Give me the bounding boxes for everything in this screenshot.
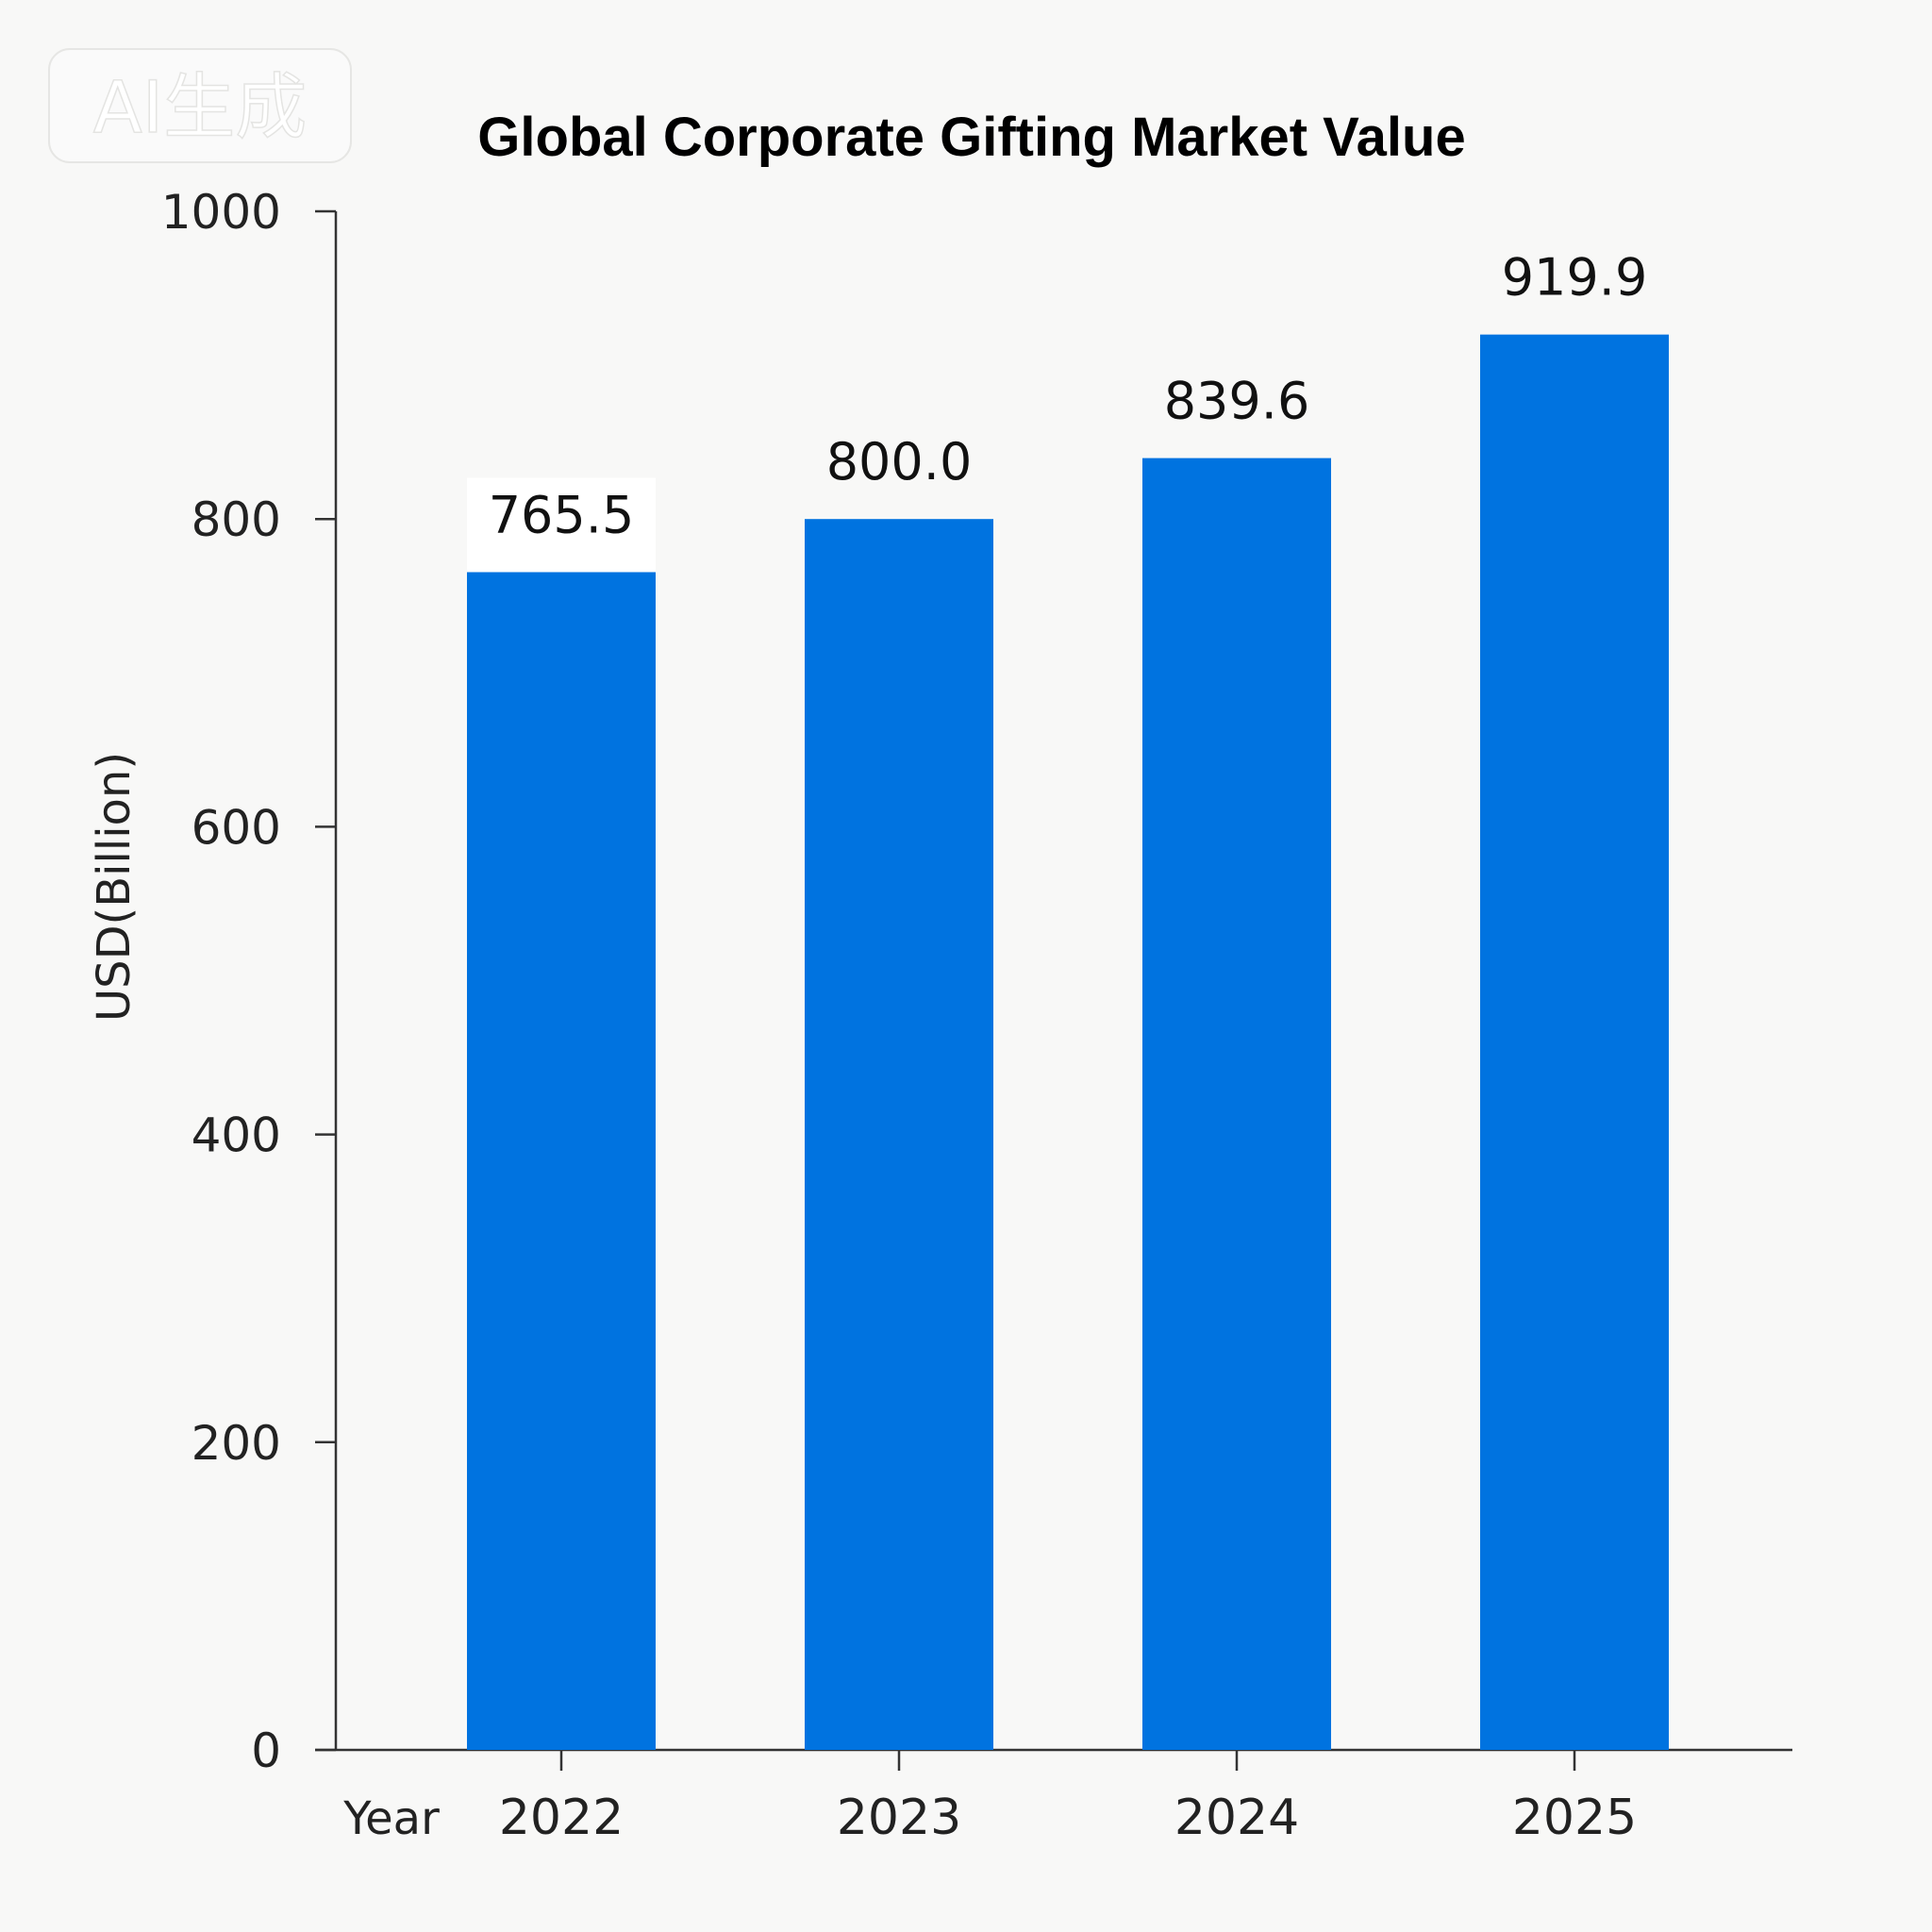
y-tick-label: 800 bbox=[192, 492, 281, 547]
bar-2024 bbox=[1142, 458, 1331, 1750]
x-tick-label-2025: 2025 bbox=[1512, 1790, 1637, 1846]
watermark-badge bbox=[48, 48, 352, 163]
watermark-text: AI生成 bbox=[93, 65, 307, 149]
value-label-2024: 839.6 bbox=[1164, 372, 1310, 431]
value-label-background bbox=[467, 477, 656, 573]
bar-2022 bbox=[467, 572, 656, 1750]
y-tick-label: 400 bbox=[192, 1108, 281, 1163]
y-tick-label: 600 bbox=[192, 800, 281, 855]
y-tick-label: 0 bbox=[251, 1724, 281, 1778]
x-tick-label-2023: 2023 bbox=[837, 1790, 961, 1846]
y-tick-label: 1000 bbox=[161, 185, 281, 240]
y-tick-label: 200 bbox=[192, 1416, 281, 1471]
bar-2025 bbox=[1480, 334, 1669, 1751]
value-label-2022: 765.5 bbox=[489, 485, 635, 544]
y-axis-title: USD(Billion) bbox=[88, 752, 141, 1022]
bars-group bbox=[467, 334, 1669, 1751]
x-tick-label-2022: 2022 bbox=[499, 1790, 624, 1846]
x-axis-title: Year bbox=[342, 1792, 440, 1845]
x-tick-label-2024: 2024 bbox=[1174, 1790, 1299, 1846]
value-label-2023: 800.0 bbox=[826, 432, 973, 491]
value-label-2025: 919.9 bbox=[1502, 248, 1648, 308]
x-axis-ticks: 2022 2023 2024 2025 bbox=[499, 1750, 1637, 1846]
bar-2023 bbox=[805, 519, 993, 1751]
chart-title: Global Corporate Gifting Market Value bbox=[477, 107, 1465, 168]
y-axis-ticks: 0 200 400 600 800 1000 bbox=[161, 185, 336, 1778]
value-labels-group: 765.5 800.0 839.6 919.9 bbox=[467, 248, 1647, 573]
